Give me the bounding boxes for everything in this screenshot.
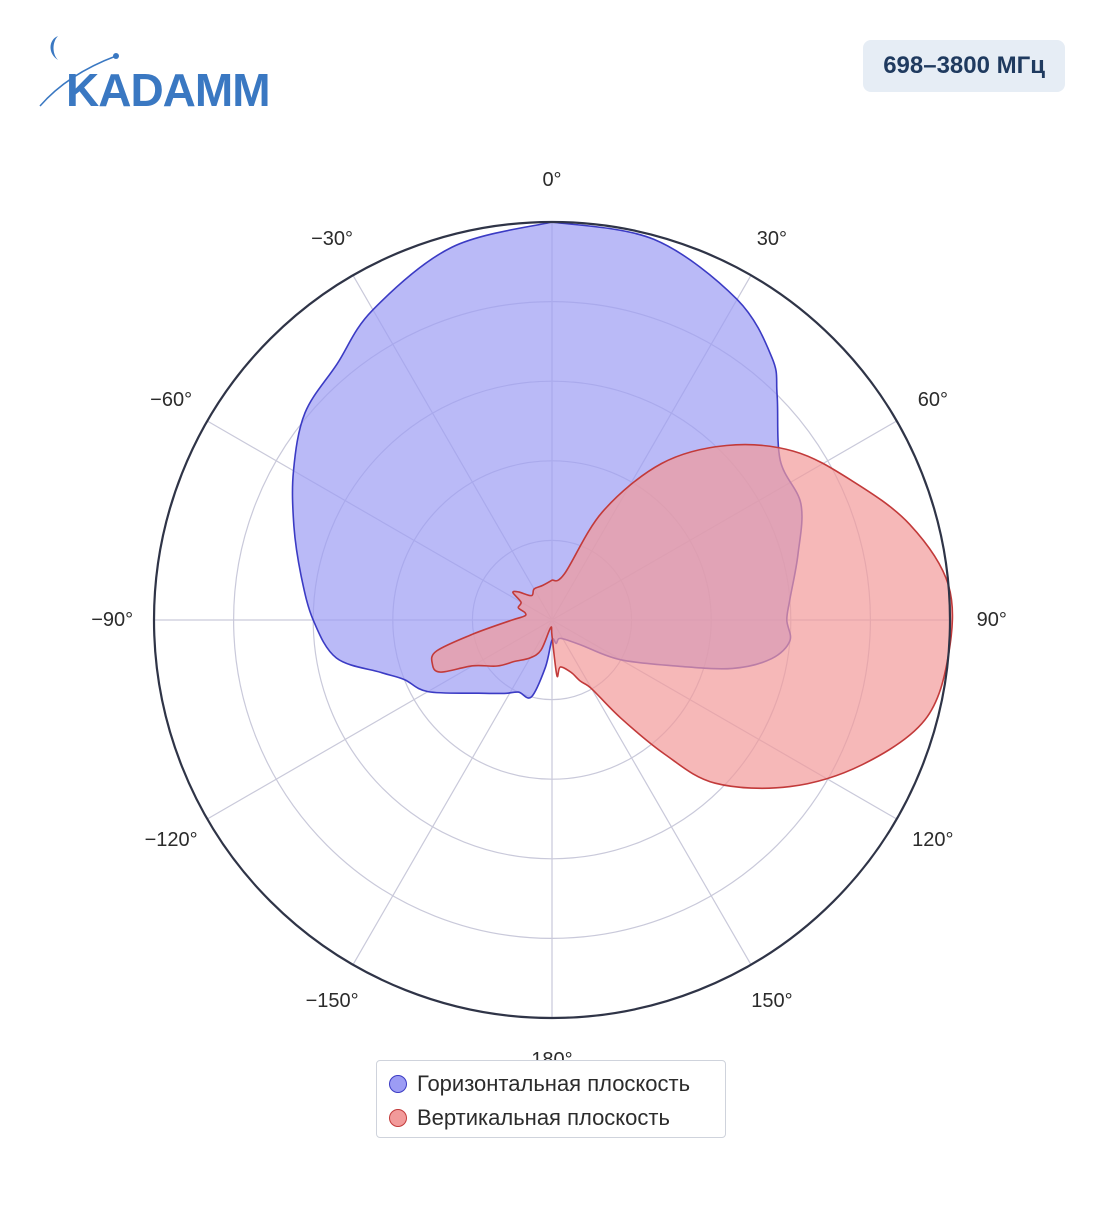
angular-tick-labels: 0° 30° 60° 90° 120° 150° 180° −150° −120° −90° −60… (91, 169, 1007, 1060)
angular-tick-label: 90° (977, 609, 1007, 631)
legend-label-horizontal: Горизонтальная плоскость (417, 1071, 691, 1096)
angular-tick-label: −120° (145, 829, 198, 851)
legend: Горизонтальная плоскость Вертикальная пл… (376, 1060, 726, 1138)
series-layer (291, 221, 954, 790)
logo-text: KADAMM (66, 64, 270, 114)
polar-chart: 0° 30° 60° 90° 120° 150° 180° −150° −120° −90° −60… (91, 169, 1007, 1060)
angular-tick-label: 60° (918, 389, 948, 411)
angular-tick-label: −150° (306, 990, 359, 1012)
angular-tick-label: 150° (751, 990, 792, 1012)
series-area-vertical (430, 443, 954, 790)
angular-tick-label: 30° (757, 228, 787, 250)
logo-arc-icon (39, 55, 117, 107)
polar-outer-ring (152, 220, 952, 1020)
angular-tick-label: −90° (91, 609, 133, 631)
frequency-band-badge: 698–3800 МГц (863, 40, 1065, 92)
legend-item-vertical[interactable]: Вертикальная плоскость (389, 1105, 670, 1131)
angular-tick-label: −60° (150, 389, 192, 411)
logo-dot-icon (113, 53, 119, 59)
legend-label-vertical: Вертикальная плоскость (417, 1105, 670, 1130)
logo-crescent-icon (50, 36, 58, 60)
legend-item-horizontal[interactable]: Горизонтальная плоскость (389, 1071, 690, 1097)
angular-tick-label: 120° (912, 829, 953, 851)
frequency-band-label: 698–3800 МГц (883, 52, 1045, 79)
legend-swatch-horizontal (389, 1075, 407, 1093)
angular-tick-label: 180° (531, 1049, 572, 1060)
angular-tick-label: 0° (542, 169, 561, 191)
kadamm-logo: KADAMM (39, 36, 271, 114)
angular-tick-label: −30° (311, 228, 353, 250)
legend-swatch-vertical (389, 1109, 407, 1127)
